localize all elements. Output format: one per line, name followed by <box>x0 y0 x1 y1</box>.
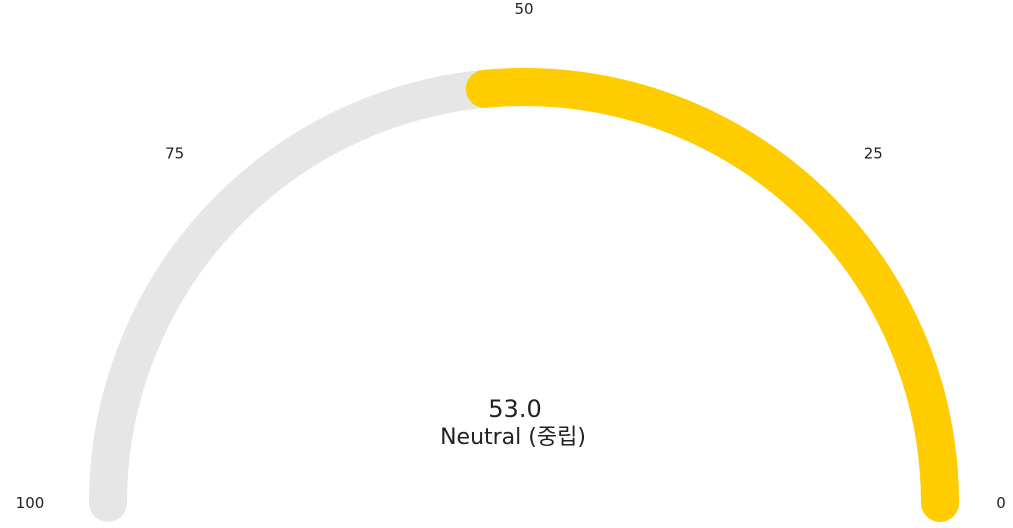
gauge-status-text: Neutral (중립) <box>440 425 586 450</box>
tick-label-50: 50 <box>514 0 533 18</box>
gauge-value-arc <box>465 68 959 522</box>
tick-label-75: 75 <box>165 145 184 163</box>
tick-label-25: 25 <box>864 145 883 163</box>
tick-label-100: 100 <box>16 494 45 512</box>
gauge-value-text: 53.0 <box>488 395 541 423</box>
tick-label-0: 0 <box>996 494 1006 512</box>
